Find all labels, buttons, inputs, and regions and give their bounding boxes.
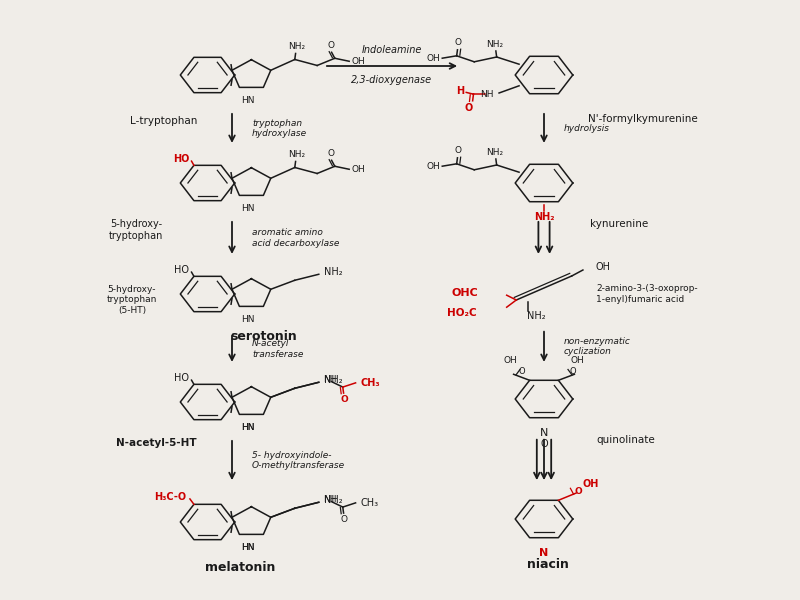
Text: NH₂: NH₂ (288, 42, 305, 51)
Text: HN: HN (241, 203, 254, 212)
Text: O: O (454, 146, 462, 155)
Text: O: O (327, 149, 334, 158)
Text: tryptophan
hydroxylase: tryptophan hydroxylase (252, 119, 307, 138)
Text: NH: NH (480, 90, 494, 99)
Text: O: O (454, 38, 462, 47)
Text: NH₂: NH₂ (324, 376, 343, 385)
Text: NH₂: NH₂ (324, 496, 343, 505)
Text: non-enzymatic
cyclization: non-enzymatic cyclization (564, 337, 631, 356)
Text: OH: OH (503, 356, 518, 365)
Text: O: O (341, 395, 348, 404)
Text: kynurenine: kynurenine (590, 219, 649, 229)
Text: OH: OH (426, 53, 440, 62)
Text: melatonin: melatonin (205, 561, 275, 574)
Text: N: N (539, 548, 549, 558)
Text: 2,3-dioxygenase: 2,3-dioxygenase (351, 75, 433, 85)
Text: OH: OH (426, 161, 440, 170)
Text: O: O (574, 487, 582, 496)
Text: N: N (540, 428, 548, 438)
Text: niacin: niacin (527, 558, 569, 571)
Text: OHC: OHC (451, 288, 478, 298)
Text: NH₂: NH₂ (534, 212, 554, 223)
Text: O: O (570, 367, 576, 376)
Text: NH₂: NH₂ (486, 148, 504, 157)
Text: HO: HO (174, 265, 189, 275)
Text: 2-amino-3-(3-oxoprop-
1-enyl)fumaric acid: 2-amino-3-(3-oxoprop- 1-enyl)fumaric aci… (596, 284, 698, 304)
Text: 5-hydroxy-
tryptophan: 5-hydroxy- tryptophan (109, 219, 163, 241)
Text: O: O (540, 439, 548, 449)
Text: H: H (456, 86, 464, 96)
Text: HN: HN (241, 95, 254, 104)
Text: H₃C-O: H₃C-O (154, 492, 186, 502)
Text: HO: HO (173, 154, 189, 164)
Text: NH: NH (322, 496, 336, 505)
Text: HN: HN (241, 314, 254, 323)
Text: CH₃: CH₃ (360, 378, 380, 388)
Text: aromatic amino
acid decarboxylase: aromatic amino acid decarboxylase (252, 228, 339, 248)
Text: OH: OH (570, 356, 585, 365)
Text: CH₃: CH₃ (360, 498, 378, 508)
Text: HO₂C: HO₂C (446, 308, 476, 318)
Text: 5- hydroxyindole-
O-methyltransferase: 5- hydroxyindole- O-methyltransferase (252, 451, 345, 470)
Text: N-acetyl
transferase: N-acetyl transferase (252, 339, 303, 359)
Text: OH: OH (351, 57, 366, 66)
Text: NH: NH (322, 376, 336, 385)
Text: serotonin: serotonin (230, 330, 298, 343)
Text: quinolinate: quinolinate (596, 435, 654, 445)
Text: NH₂: NH₂ (526, 311, 546, 321)
Text: HN: HN (241, 542, 254, 552)
Text: L-tryptophan: L-tryptophan (130, 116, 198, 126)
Text: OH: OH (351, 165, 366, 174)
Text: NH₂: NH₂ (486, 40, 504, 49)
Text: N-acetyl-5-HT: N-acetyl-5-HT (116, 438, 196, 448)
Text: OH: OH (582, 479, 598, 489)
Text: O: O (518, 367, 525, 376)
Text: HN: HN (241, 422, 254, 432)
Text: NH₂: NH₂ (324, 268, 343, 277)
Text: Indoleamine: Indoleamine (362, 45, 422, 55)
Text: NH₂: NH₂ (288, 150, 305, 159)
Text: HN: HN (241, 422, 254, 432)
Text: HO: HO (174, 373, 189, 383)
Text: hydrolysis: hydrolysis (564, 124, 610, 133)
Text: N'-formylkymurenine: N'-formylkymurenine (588, 114, 698, 124)
Text: OH: OH (596, 262, 610, 272)
Text: O: O (465, 103, 473, 113)
Text: 5-hydroxy-
tryptophan
(5-HT): 5-hydroxy- tryptophan (5-HT) (107, 285, 157, 315)
Text: HN: HN (241, 542, 254, 552)
Text: O: O (327, 41, 334, 50)
Text: O: O (341, 515, 348, 524)
